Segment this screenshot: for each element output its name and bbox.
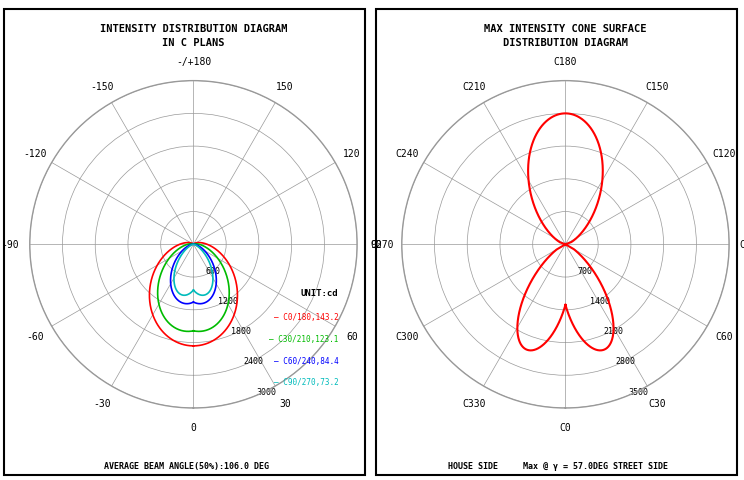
Text: — C30/210,123.1: — C30/210,123.1 [269, 334, 339, 343]
Text: — C90/270,73.2: — C90/270,73.2 [274, 377, 339, 386]
Text: — C0/180,143.2: — C0/180,143.2 [274, 312, 339, 322]
Text: UNIT:cd: UNIT:cd [301, 288, 339, 298]
Text: — C60/240,84.4: — C60/240,84.4 [274, 356, 339, 365]
Text: HOUSE SIDE     Max @ γ = 57.0DEG STREET SIDE: HOUSE SIDE Max @ γ = 57.0DEG STREET SIDE [448, 461, 668, 470]
Text: AVERAGE BEAM ANGLE(50%):106.0 DEG: AVERAGE BEAM ANGLE(50%):106.0 DEG [103, 461, 269, 470]
Title: INTENSITY DISTRIBUTION DIAGRAM
IN C PLANS: INTENSITY DISTRIBUTION DIAGRAM IN C PLAN… [100, 24, 287, 48]
Title: MAX INTENSITY CONE SURFACE
DISTRIBUTION DIAGRAM: MAX INTENSITY CONE SURFACE DISTRIBUTION … [484, 24, 647, 48]
